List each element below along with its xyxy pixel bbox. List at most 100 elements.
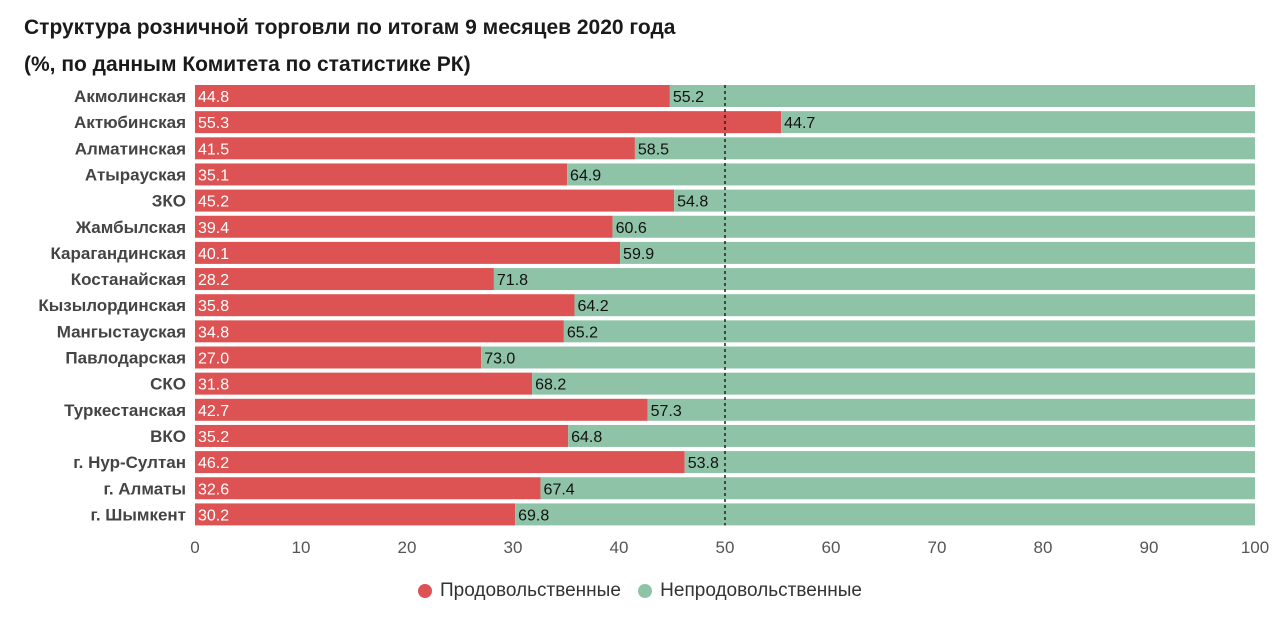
data-label-food: 27.0 xyxy=(198,351,229,368)
bar-nonfood xyxy=(781,111,1255,134)
data-label-food: 45.2 xyxy=(198,194,229,211)
data-label-nonfood: 58.5 xyxy=(638,141,669,158)
data-label-food: 35.2 xyxy=(198,429,229,446)
bar-nonfood xyxy=(620,241,1255,264)
bar-food xyxy=(195,215,613,238)
bar-food xyxy=(195,451,685,474)
category-label: Туркестанская xyxy=(64,401,186,420)
legend-dot-nonfood xyxy=(638,584,653,598)
bar-nonfood xyxy=(540,477,1255,500)
data-label-food: 44.8 xyxy=(198,89,229,106)
legend-dot-food xyxy=(417,584,432,598)
bar-food xyxy=(195,424,569,447)
data-label-food: 41.5 xyxy=(198,141,229,158)
x-tick-label: 90 xyxy=(1140,538,1159,557)
data-label-food: 31.8 xyxy=(198,377,229,394)
bar-food xyxy=(195,137,635,160)
legend-label-nonfood: Непродовольственные xyxy=(660,580,862,601)
legend: Продовольственные Непродовольственные xyxy=(0,580,1280,604)
x-tick-label: 20 xyxy=(398,538,417,557)
data-label-nonfood: 54.8 xyxy=(677,194,708,211)
data-label-food: 55.3 xyxy=(198,115,229,132)
data-label-food: 30.2 xyxy=(198,507,229,524)
category-label: Мангыстауская xyxy=(57,322,186,341)
data-label-nonfood: 64.2 xyxy=(577,298,608,315)
data-label-food: 34.8 xyxy=(198,324,229,341)
category-label: г. Нур-Султан xyxy=(73,453,186,472)
category-label: Актюбинская xyxy=(74,113,186,132)
data-label-nonfood: 67.4 xyxy=(544,481,575,498)
bar-nonfood xyxy=(634,137,1255,160)
data-label-nonfood: 60.6 xyxy=(616,220,647,237)
data-label-nonfood: 69.8 xyxy=(518,507,549,524)
bar-nonfood xyxy=(612,215,1255,238)
data-label-nonfood: 53.8 xyxy=(688,455,719,472)
data-label-food: 35.1 xyxy=(198,167,229,184)
data-label-nonfood: 65.2 xyxy=(567,324,598,341)
bar-nonfood xyxy=(669,85,1255,107)
bar-food xyxy=(195,189,675,212)
data-label-food: 32.6 xyxy=(198,481,229,498)
data-label-nonfood: 71.8 xyxy=(497,272,528,289)
chart-title: Структура розничной торговли по итогам 9… xyxy=(24,16,676,39)
bar-food xyxy=(195,111,782,134)
bar-nonfood xyxy=(647,398,1255,421)
bar-food xyxy=(195,372,533,395)
bar-food xyxy=(195,346,482,369)
data-label-nonfood: 44.7 xyxy=(784,115,815,132)
data-label-nonfood: 57.3 xyxy=(651,403,682,420)
data-label-nonfood: 59.9 xyxy=(623,246,654,263)
bar-nonfood xyxy=(532,372,1255,395)
legend-label-food: Продовольственные xyxy=(439,580,621,601)
x-tick-label: 30 xyxy=(504,538,523,557)
category-label: Павлодарская xyxy=(65,349,186,368)
category-label: Акмолинская xyxy=(74,87,186,106)
x-tick-label: 40 xyxy=(610,538,629,557)
bar-nonfood xyxy=(493,268,1255,291)
data-label-food: 35.8 xyxy=(198,298,229,315)
bar-nonfood xyxy=(674,189,1255,212)
x-tick-label: 70 xyxy=(928,538,947,557)
legend-item-food: Продовольственные xyxy=(417,580,621,602)
data-label-food: 28.2 xyxy=(198,272,229,289)
x-tick-label: 0 xyxy=(190,538,199,557)
bar-nonfood xyxy=(515,503,1255,526)
bar-food xyxy=(195,241,621,264)
data-label-food: 46.2 xyxy=(198,455,229,472)
bar-food xyxy=(195,477,541,500)
bar-nonfood xyxy=(563,320,1255,343)
bar-nonfood xyxy=(567,163,1255,186)
category-label: Костанайская xyxy=(71,270,186,289)
category-label: Кызылординская xyxy=(38,296,186,315)
x-tick-label: 80 xyxy=(1034,538,1053,557)
category-label: Жамбылская xyxy=(75,218,186,237)
bar-nonfood xyxy=(684,451,1255,474)
bar-nonfood xyxy=(574,294,1255,317)
bar-food xyxy=(195,163,568,186)
bar-food xyxy=(195,320,564,343)
legend-item-nonfood: Непродовольственные xyxy=(638,580,862,602)
category-label: ЗКО xyxy=(152,192,186,211)
data-label-nonfood: 64.8 xyxy=(571,429,602,446)
bar-nonfood xyxy=(481,346,1255,369)
category-label: Карагандинская xyxy=(50,244,186,263)
x-tick-label: 100 xyxy=(1241,538,1269,557)
category-label: ВКО xyxy=(150,427,186,446)
category-label: г. Шымкент xyxy=(90,505,186,524)
x-tick-label: 60 xyxy=(822,538,841,557)
bar-food xyxy=(195,268,494,291)
bar-food xyxy=(195,85,670,107)
data-label-food: 42.7 xyxy=(198,403,229,420)
data-label-nonfood: 55.2 xyxy=(673,89,704,106)
bar-nonfood xyxy=(568,424,1255,447)
data-label-nonfood: 73.0 xyxy=(484,351,515,368)
category-label: Атырауская xyxy=(85,165,186,184)
x-tick-label: 50 xyxy=(716,538,735,557)
bar-food xyxy=(195,294,575,317)
bar-food xyxy=(195,503,516,526)
category-label: Алматинская xyxy=(75,139,186,158)
chart-subtitle: (%, по данным Комитета по статистике РК) xyxy=(24,53,471,76)
category-label: СКО xyxy=(150,375,186,394)
data-label-nonfood: 64.9 xyxy=(570,167,601,184)
